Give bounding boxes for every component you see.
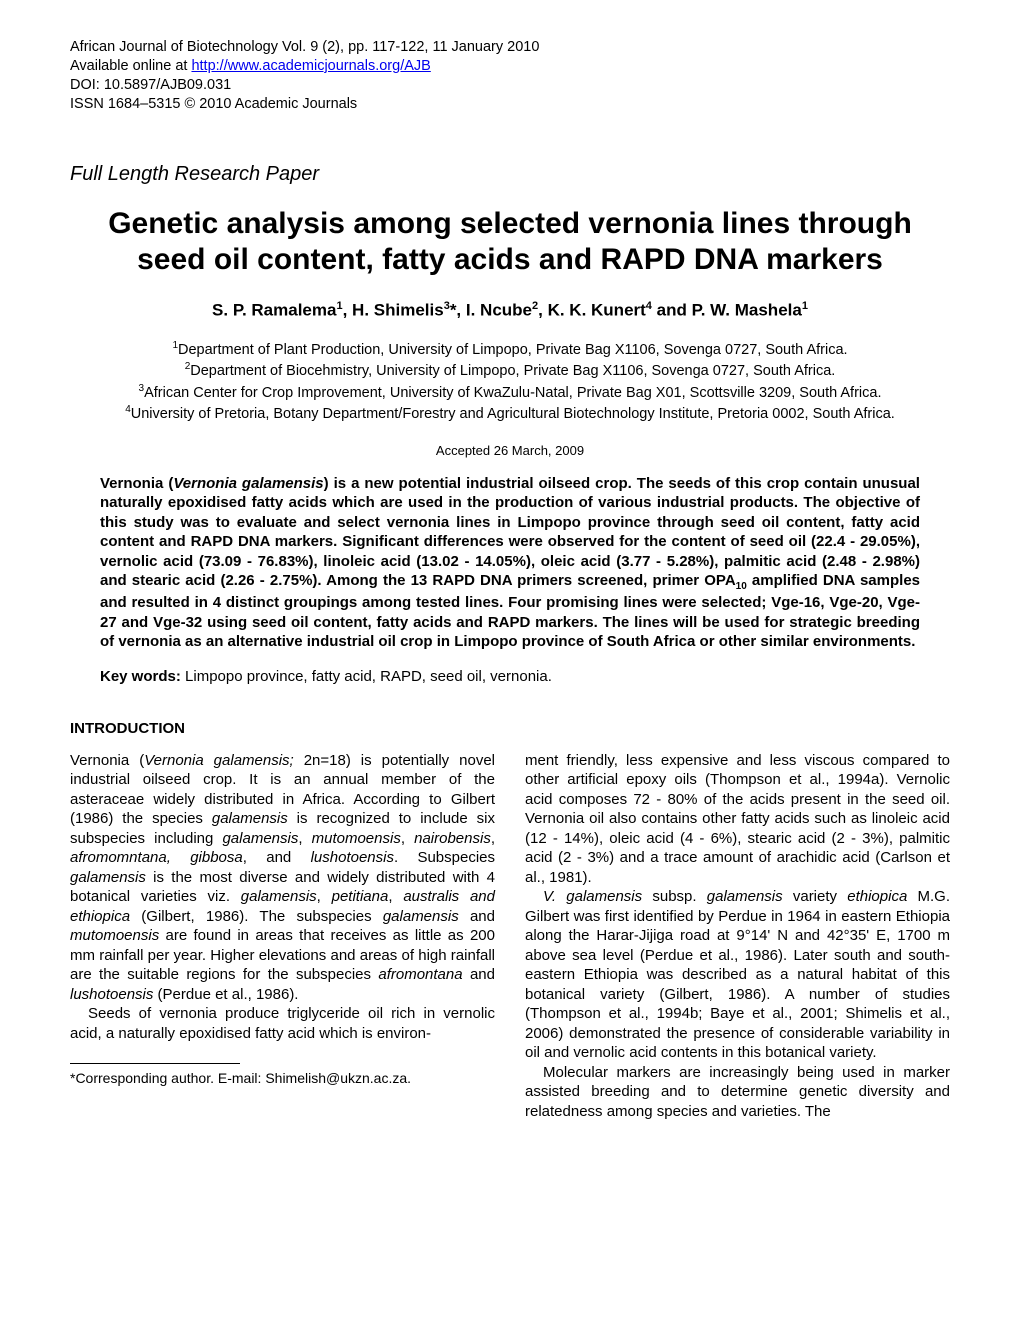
abstract-text: Vernonia (Vernonia galamensis) is a new … <box>100 474 920 652</box>
body-columns: Vernonia (Vernonia galamensis; 2n=18) is… <box>70 751 950 1122</box>
column-left: Vernonia (Vernonia galamensis; 2n=18) is… <box>70 751 495 1122</box>
intro-para-1: Vernonia (Vernonia galamensis; 2n=18) is… <box>70 751 495 1005</box>
online-availability: Available online at http://www.academicj… <box>70 57 950 76</box>
issn: ISSN 1684–5315 © 2010 Academic Journals <box>70 95 950 114</box>
intro-para-5: Molecular markers are increasingly being… <box>525 1063 950 1122</box>
header-meta: African Journal of Biotechnology Vol. 9 … <box>70 38 950 113</box>
keywords-text: Limpopo province, fatty acid, RAPD, seed… <box>181 668 552 685</box>
paper-title: Genetic analysis among selected vernonia… <box>70 206 950 278</box>
keywords-label: Key words: <box>100 668 181 685</box>
introduction-heading: INTRODUCTION <box>70 720 950 737</box>
intro-para-4: V. galamensis subsp. galamensis variety … <box>525 887 950 1063</box>
affiliations-block: 1Department of Plant Production, Univers… <box>70 339 950 425</box>
paper-type-label: Full Length Research Paper <box>70 163 950 186</box>
column-right: ment friendly, less expensive and less v… <box>525 751 950 1122</box>
corresponding-author-footnote: *Corresponding author. E-mail: Shimelish… <box>70 1069 495 1087</box>
intro-para-2: Seeds of vernonia produce triglyceride o… <box>70 1004 495 1043</box>
keywords: Key words: Limpopo province, fatty acid,… <box>100 668 920 685</box>
footnote-separator <box>70 1063 240 1064</box>
journal-url-link[interactable]: http://www.academicjournals.org/AJB <box>191 58 430 74</box>
intro-para-3: ment friendly, less expensive and less v… <box>525 751 950 888</box>
doi: DOI: 10.5897/AJB09.031 <box>70 76 950 95</box>
journal-citation: African Journal of Biotechnology Vol. 9 … <box>70 38 950 57</box>
accepted-date: Accepted 26 March, 2009 <box>70 443 950 458</box>
authors-list: S. P. Ramalema1, H. Shimelis3*, I. Ncube… <box>70 300 950 321</box>
